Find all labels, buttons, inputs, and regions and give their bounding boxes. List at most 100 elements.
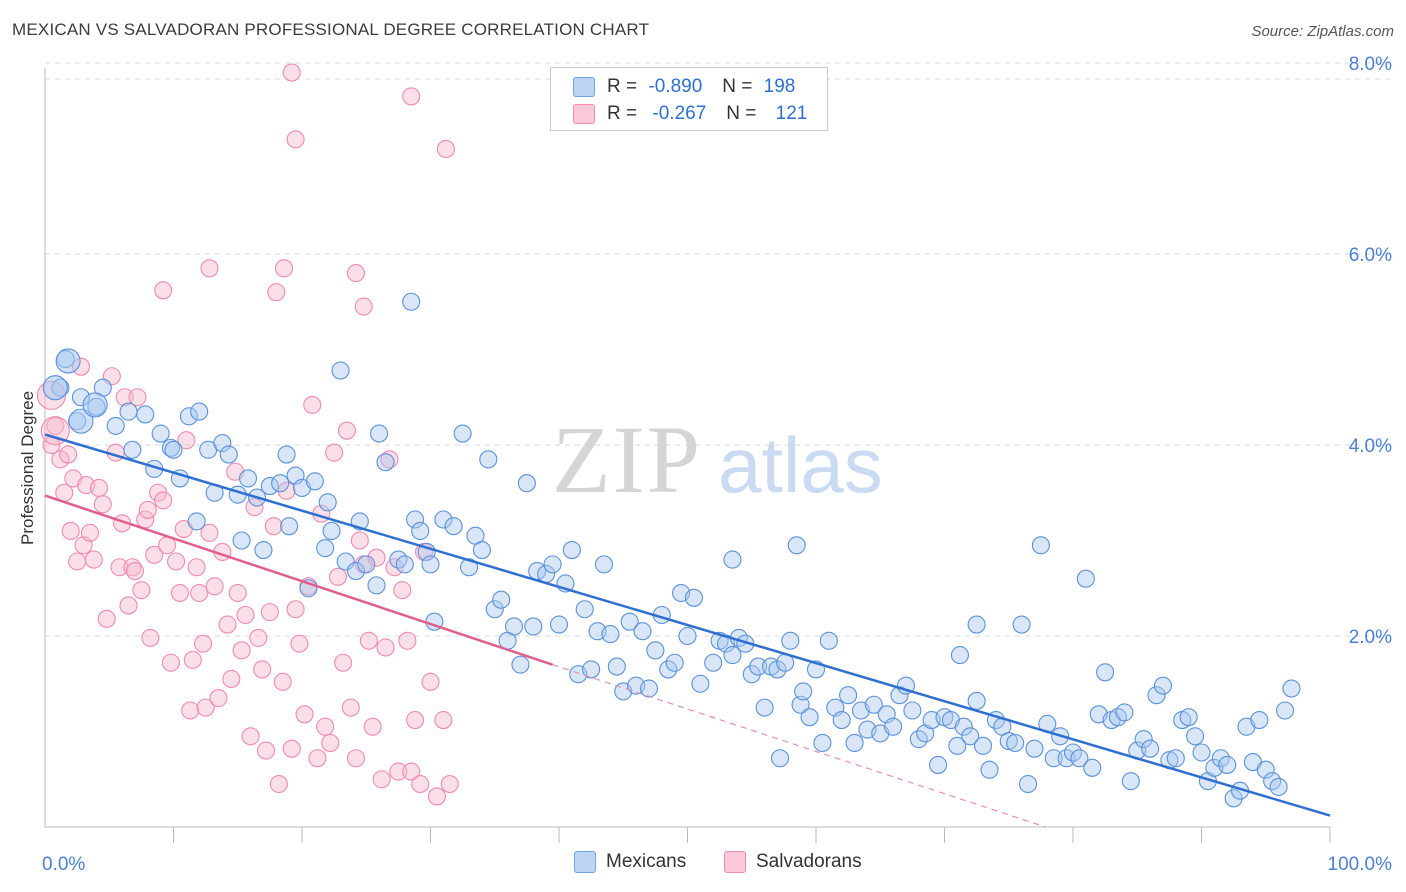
salvadorans-point-large	[40, 416, 70, 446]
bottom-legend-label-mexicans: Mexicans	[606, 851, 687, 872]
mexicans-point	[357, 555, 376, 574]
mexicans-point	[1147, 686, 1166, 705]
salvadorans-trend-line	[44, 494, 553, 666]
salvadorans-point	[295, 705, 314, 724]
mexicans-point	[280, 517, 299, 536]
mexicans-point	[813, 733, 832, 753]
mexicans-point	[376, 453, 395, 472]
watermark-atlas: atlas	[718, 421, 883, 509]
mexicans-point	[1083, 758, 1102, 777]
mexicans-point	[187, 512, 206, 531]
legend-n-label: N =	[726, 103, 757, 124]
mexicans-point	[1031, 536, 1050, 555]
mexicans-point	[723, 646, 742, 665]
salvadorans-point	[93, 495, 112, 514]
salvadorans-point	[436, 139, 455, 158]
salvadorans-point	[154, 491, 173, 510]
legend-box: R = -0.890 N = 198 R = -0.267 N = 121	[550, 67, 828, 131]
mexicans-point	[954, 717, 973, 736]
mexicans-point	[980, 760, 999, 779]
bottom-legend-salvadorans: Salvadorans	[724, 851, 862, 873]
salvadorans-point	[115, 388, 134, 407]
x-tick-label: 100.0%	[1328, 854, 1393, 875]
mexicans-point	[755, 698, 774, 717]
salvadorans-point	[222, 669, 241, 689]
mexicans-point	[832, 710, 851, 730]
mexicans-point	[684, 588, 703, 607]
salvadorans-point	[110, 558, 129, 577]
mexicans-point	[346, 562, 366, 581]
mexicans-point	[1076, 569, 1095, 588]
mexicans-point	[742, 665, 761, 684]
mexicans-point	[1070, 749, 1089, 768]
mexicans-point	[1018, 774, 1038, 794]
salvadorans-point	[372, 770, 391, 789]
salvadorans-point	[346, 264, 366, 283]
mexicans-point	[119, 402, 138, 421]
watermark-zip: ZIP	[552, 406, 702, 513]
mexicans-trend-line	[44, 433, 1331, 817]
salvadorans-point	[128, 388, 147, 407]
mexicans-point	[402, 292, 421, 311]
mexicans-point	[271, 474, 290, 493]
salvadorans-point	[434, 710, 453, 730]
salvadorans-point	[267, 283, 286, 302]
salvadorans-point	[286, 130, 305, 149]
mexicans-point	[213, 434, 232, 453]
legend-n-label: N =	[722, 76, 753, 97]
mexicans-point	[1224, 789, 1243, 808]
mexicans-point-large	[42, 375, 68, 401]
salvadorans-point	[97, 609, 116, 628]
salvadorans-point	[138, 500, 157, 519]
mexicans-point	[151, 424, 170, 443]
mexicans-point	[367, 576, 386, 595]
salvadorans-point	[132, 581, 151, 600]
mexicans-point	[1025, 739, 1044, 758]
bottom-legend-swatch-blue	[574, 851, 596, 873]
salvadorans-point	[346, 749, 366, 768]
mexicans-point	[1256, 760, 1275, 779]
mexicans-point	[318, 493, 337, 512]
salvadorans-point	[334, 653, 353, 672]
salvadorans-point	[154, 281, 173, 300]
salvadorans-point	[170, 583, 189, 603]
mexicans-point	[562, 540, 581, 560]
x-tick-label: 0.0%	[42, 854, 85, 875]
mexicans-point	[331, 361, 350, 380]
bottom-legend-swatch-pink	[724, 851, 746, 873]
mexicans-point	[678, 626, 697, 646]
bottom-legend-label-salvadorans: Salvadorans	[756, 851, 862, 872]
salvadorans-point	[277, 481, 296, 500]
salvadorans-point	[253, 660, 272, 679]
mexicans-point	[444, 517, 463, 536]
salvadorans-point	[59, 445, 78, 464]
legend-r-value: -0.890	[648, 76, 703, 97]
mexicans-point	[411, 521, 430, 541]
mexicans-point	[434, 510, 453, 529]
mexicans-point	[781, 631, 800, 650]
mexicans-point	[370, 424, 389, 443]
salvadorans-point	[181, 701, 200, 720]
mexicans-point	[607, 657, 626, 676]
mexicans-point	[136, 405, 155, 424]
legend-swatch-blue	[573, 77, 595, 97]
salvadorans-point	[308, 749, 327, 768]
salvadorans-point	[440, 774, 459, 794]
salvadorans-point	[389, 762, 408, 781]
salvadorans-point	[249, 628, 268, 647]
salvadorans-point	[269, 774, 288, 794]
mexicans-point-large	[68, 408, 94, 434]
mexicans-point	[543, 555, 562, 574]
chart-title: MEXICAN VS SALVADORAN PROFESSIONAL DEGRE…	[12, 20, 650, 39]
salvadorans-point	[421, 672, 440, 691]
salvadorans-point	[200, 259, 219, 278]
salvadorans-point	[241, 727, 260, 746]
mexicans-point	[453, 424, 472, 443]
bottom-legend: Mexicans Salvadorans	[0, 851, 1406, 877]
mexicans-point	[575, 600, 594, 619]
salvadorans-point	[177, 431, 196, 450]
mexicans-point	[549, 615, 569, 634]
salvadorans-point	[359, 631, 378, 650]
mexicans-point	[749, 657, 768, 676]
